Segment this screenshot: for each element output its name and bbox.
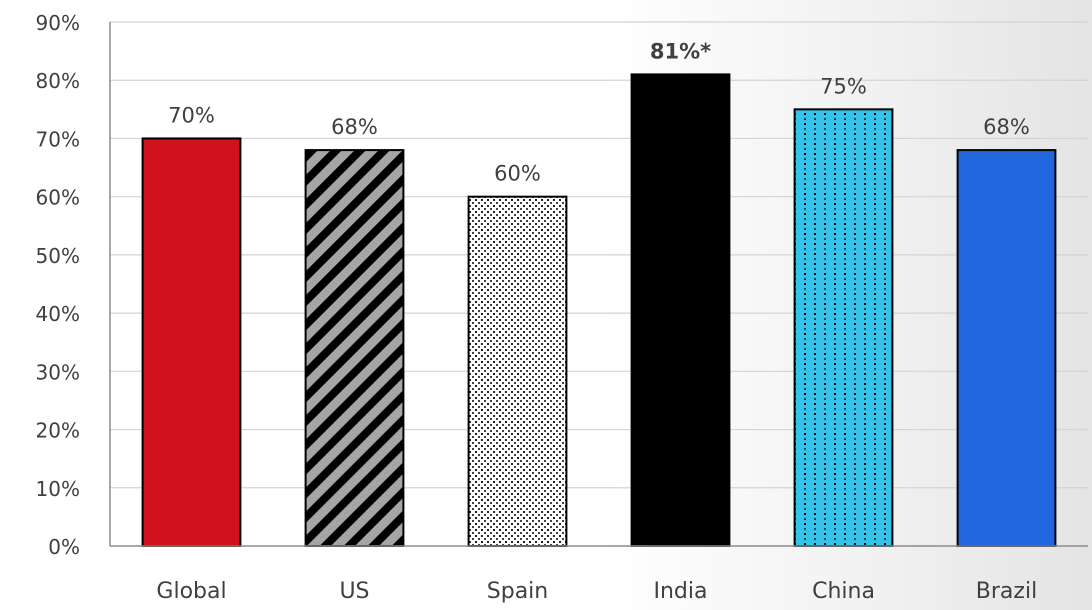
y-tick-label: 10% [36,477,80,501]
data-label: 68% [331,115,378,139]
x-tick-label: Global [156,579,226,604]
x-tick-label: China [812,579,875,604]
data-label: 60% [494,162,541,186]
x-tick-label: US [339,579,369,604]
x-tick-label: Brazil [976,579,1037,604]
bar-india [630,73,731,548]
y-tick-label: 30% [36,360,80,384]
y-tick-label: 60% [36,186,80,210]
data-label: 81%* [650,39,711,63]
y-axis-tick-labels: 0% 10% 20% 30% 40% 50% 60% 70% 80% 90% [36,11,80,559]
bar-us [304,149,405,547]
y-tick-label: 50% [36,244,80,268]
data-label: 70% [168,103,215,127]
bar-brazil [956,149,1057,547]
y-tick-label: 80% [36,69,80,93]
bar-global [141,137,242,547]
gridlines [110,21,1088,489]
bar-spain [467,195,568,548]
x-axis-tick-labels: Global US Spain India China Brazil [156,579,1037,604]
y-tick-label: 0% [48,535,80,559]
x-tick-label: Spain [487,579,548,604]
data-labels: 70% 68% 60% 81%* 75% 68% [168,39,1030,185]
bars [141,73,1057,548]
x-tick-label: India [654,579,708,604]
y-tick-label: 20% [36,419,80,443]
y-tick-label: 40% [36,302,80,326]
axes [109,22,1088,547]
bar-china [793,108,894,547]
data-label: 68% [983,115,1030,139]
y-tick-label: 70% [36,127,80,151]
y-tick-label: 90% [36,11,80,35]
data-label: 75% [820,74,867,98]
